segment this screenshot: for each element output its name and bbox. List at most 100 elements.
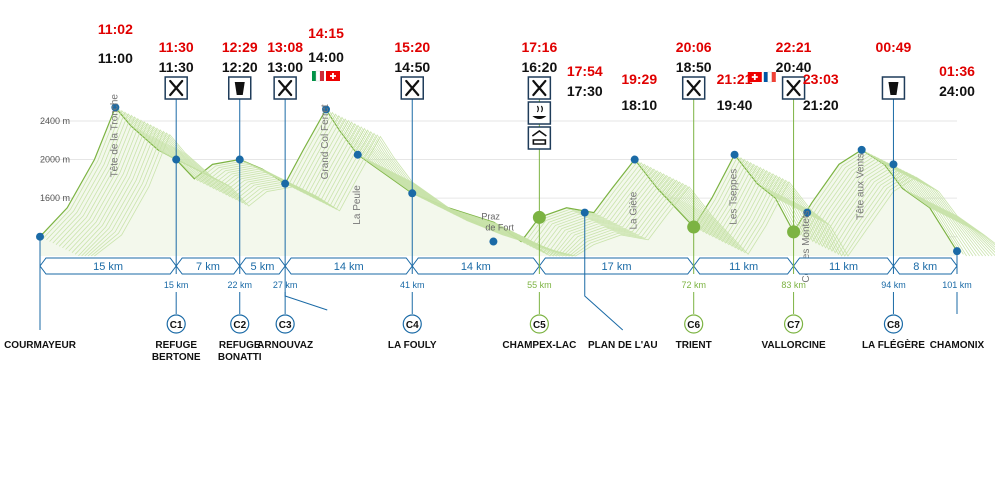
target-time: 11:30: [159, 39, 194, 55]
checkpoint-dot: [408, 189, 417, 198]
flag-stripe: [763, 72, 768, 82]
target-time: 19:29: [621, 71, 657, 87]
pass-time: 20:40: [776, 59, 812, 75]
peak-dot: [353, 150, 362, 159]
checkpoint-name: BONATTI: [218, 352, 262, 363]
checkpoint-code: C3: [279, 320, 292, 331]
checkpoint-C6: 72 km C6 TRIENT: [676, 76, 712, 351]
ytick-label: 1600 m: [40, 193, 70, 203]
target-time: 21:21: [717, 71, 753, 87]
drink-icon: [881, 76, 906, 100]
peak-label: Grand Col Ferret: [320, 104, 331, 179]
checkpoint-dot: [172, 155, 181, 164]
peak-label: La Peule: [352, 185, 363, 225]
checkpoint-code: C4: [406, 320, 419, 331]
target-time: 17:54: [567, 63, 603, 79]
cup-icon: [234, 82, 245, 95]
bed-icon: [527, 126, 552, 150]
aid-station-dot: [687, 220, 701, 234]
food-icon: [681, 76, 706, 100]
checkpoint-badge: [883, 314, 904, 334]
flag-stripe: [311, 71, 316, 81]
segment-distance: 5 km: [251, 261, 275, 273]
segment-distance: 11 km: [729, 261, 758, 273]
pass-time: 18:50: [676, 59, 712, 75]
peak-label: Tête aux Vents: [856, 153, 867, 220]
checkpoint-courmayeur: COURMAYEUR: [4, 232, 77, 351]
checkpoint-dot: [235, 155, 244, 164]
checkpoint-code: C7: [787, 320, 800, 331]
checkpoint-chamonix: 101 km CHAMONIX: [930, 247, 985, 351]
checkpoint-km: 15 km: [164, 280, 189, 290]
checkpoint-name: REFUGE: [155, 340, 197, 351]
flag-stripe: [771, 72, 776, 82]
checkpoint-km: 72 km: [681, 280, 706, 290]
swiss-cross: [329, 73, 336, 79]
target-time: 01:36: [939, 63, 975, 79]
checkpoint-dot: [953, 247, 961, 256]
peak-dot: [111, 103, 120, 112]
fork-knife-icon: [686, 79, 701, 97]
checkpoint-name: LA FOULY: [388, 340, 437, 351]
checkpoint-code: C5: [533, 320, 546, 331]
checkpoint-name: CHAMONIX: [930, 340, 985, 351]
segment-distance: 17 km: [602, 261, 632, 273]
checkpoint-leader: [584, 212, 624, 331]
checkpoint-badge: [684, 314, 704, 334]
pass-time: 19:40: [717, 97, 753, 113]
segment-distance: 15 km: [93, 261, 123, 273]
peak-dot: [321, 105, 330, 114]
segment-distance-bar: 15 km 7 km 5 km 14 km 14 km 17 km 11 km 11 km 8 …: [39, 257, 958, 275]
dish-icon: [532, 116, 547, 119]
segment-distance: 8 km: [913, 261, 937, 273]
ch-fr-flags-icon: [747, 71, 776, 83]
checkpoint-leader: [284, 274, 328, 311]
peak-dot: [730, 150, 739, 159]
checkpoint-dot: [281, 179, 290, 188]
checkpoint-plan-de-l-au: PLAN DE L'AU: [580, 208, 658, 351]
target-time: 12:29: [222, 39, 258, 55]
flag-stripe: [319, 71, 324, 81]
profile-area: [40, 107, 957, 256]
food-icon: [400, 76, 424, 100]
peak-label: Col des Montets: [801, 210, 812, 282]
fork-knife-icon: [786, 79, 801, 97]
flag-stripe: [315, 70, 321, 82]
peak-dot: [857, 145, 866, 154]
checkpoint-name: ARNOUVAZ: [257, 340, 313, 351]
checkpoint-C8: 94 km C8 LA FLÉGÈRE: [862, 76, 925, 351]
checkpoint-name: TRIENT: [676, 340, 712, 351]
aid-station-dot: [532, 210, 546, 224]
pass-time: 13:00: [267, 59, 303, 75]
checkpoint-name: LA FLÉGÈRE: [862, 338, 925, 351]
fork-knife-icon: [405, 79, 420, 97]
segment-distance: 7 km: [196, 261, 220, 273]
checkpoint-dot: [36, 232, 44, 241]
target-time: 20:06: [676, 39, 712, 55]
it-ch-flags-icon: [311, 70, 340, 82]
checkpoint-name: BERTONE: [152, 352, 201, 363]
pass-time: 21:20: [803, 97, 839, 113]
pass-time: 17:30: [567, 83, 603, 99]
peak-dot: [489, 237, 498, 246]
checkpoint-code: C6: [687, 320, 700, 331]
checkpoint-badge: [166, 314, 186, 334]
pass-time: 12:20: [222, 59, 258, 75]
pass-time: 18:10: [621, 97, 657, 113]
checkpoint-name: VALLORCINE: [761, 340, 826, 351]
fork-knife-icon: [278, 79, 293, 97]
checkpoint-badge: [275, 314, 295, 334]
checkpoint-name: COURMAYEUR: [4, 340, 77, 351]
checkpoint-km: 101 km: [942, 280, 972, 290]
checkpoint-km: 41 km: [400, 280, 425, 290]
target-time: 17:16: [521, 39, 557, 55]
fork-knife-icon: [532, 79, 547, 97]
checkpoint-badge: [402, 314, 422, 334]
segment-distance: 11 km: [829, 261, 858, 273]
segment-distance: 14 km: [334, 261, 364, 273]
steam-icon: [536, 105, 543, 113]
